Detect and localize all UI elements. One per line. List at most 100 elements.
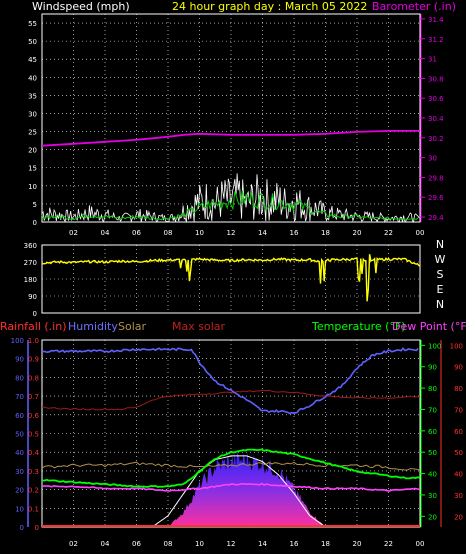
temperature-tick-label: 60	[428, 428, 437, 436]
rainfall-tick-label: 0.5	[28, 431, 39, 439]
wind-panel: 0 5 10 15 20 25 30 35 40 45 50 55 29.4 29.6 29.8 30 30.2…	[28, 13, 444, 237]
dew-point-line	[41, 482, 421, 492]
main-x-tick-label: 18	[321, 540, 330, 548]
wind-x-tick-label: 14	[258, 229, 267, 237]
dewpoint-tick-label: 50	[454, 449, 463, 457]
barometer-tick-label: 30.2	[428, 135, 444, 143]
main-x-tick-label: 10	[195, 540, 204, 548]
chart-title: 24 hour graph day : March 05 2022	[172, 0, 367, 13]
wind-x-tick-label: 08	[164, 229, 173, 237]
humidity-tick-label: 10	[15, 505, 24, 513]
main-x-tick-label: 14	[258, 540, 267, 548]
rainfall-tick-label: 0.3	[28, 468, 39, 476]
direction-tick-label: 0	[33, 310, 37, 318]
dewpoint-tick-label: 60	[454, 428, 463, 436]
wind-tick-label: 50	[28, 38, 37, 46]
wind-tick-label: 25	[28, 129, 37, 137]
legend-max-solar: Max solar	[172, 320, 225, 333]
main-x-tick-label: 08	[164, 540, 173, 548]
humidity-tick-label: 50	[15, 431, 24, 439]
temperature-tick-label: 80	[428, 385, 437, 393]
humidity-tick-label: 40	[15, 449, 24, 457]
solar-radiation-area	[168, 451, 326, 527]
rain-humidity-temperature-panel: 010203040506070809010000.10.20.30.40.50.…	[11, 337, 463, 548]
humidity-tick-label: 60	[15, 412, 24, 420]
wind-tick-label: 15	[28, 165, 37, 173]
wind-x-tick-label: 00	[416, 229, 425, 237]
wind-average-line	[41, 190, 419, 221]
direction-tick-label: 360	[24, 242, 37, 250]
wind-tick-label: 35	[28, 92, 37, 100]
wind-x-tick-label: 12	[227, 229, 236, 237]
temperature-tick-label: 20	[428, 513, 437, 521]
barometer-tick-label: 29.4	[428, 214, 444, 222]
max-solar-curve	[152, 455, 326, 528]
wind-tick-label: 20	[28, 147, 37, 155]
barometer-tick-label: 30.6	[428, 95, 444, 103]
humidity-tick-label: 0	[20, 524, 24, 532]
legend-temperature: Temperature (°F)	[311, 320, 406, 333]
rainfall-tick-label: 0.1	[28, 505, 39, 513]
compass-label: S	[437, 268, 444, 281]
wind-tick-label: 45	[28, 56, 37, 64]
max-solar-line	[41, 389, 421, 411]
wind-axis-label: Windspeed (mph)	[32, 0, 130, 13]
rainfall-tick-label: 0.9	[28, 356, 39, 364]
wind-x-tick-label: 16	[290, 229, 299, 237]
barometer-tick-label: 31.2	[428, 36, 444, 44]
wind-direction-line	[41, 254, 421, 302]
wind-x-tick-label: 22	[384, 229, 393, 237]
humidity-tick-label: 100	[11, 337, 24, 345]
compass-label: W	[435, 253, 446, 266]
rainfall-tick-label: 0.7	[28, 393, 39, 401]
legend-rainfall: Rainfall (.in)	[0, 320, 67, 333]
humidity-tick-label: 70	[15, 393, 24, 401]
main-x-tick-label: 06	[132, 540, 141, 548]
barometer-axis-label: Barometer (.in)	[372, 0, 456, 13]
barometer-tick-label: 30.4	[428, 115, 444, 123]
rainfall-tick-label: 0.8	[28, 374, 39, 382]
barometer-line	[41, 129, 420, 147]
wind-x-tick-label: 02	[69, 229, 78, 237]
dewpoint-tick-label: 70	[454, 406, 463, 414]
humidity-line	[41, 347, 419, 415]
dewpoint-tick-label: 80	[454, 385, 463, 393]
barometer-tick-label: 31.4	[428, 16, 444, 24]
temperature-tick-label: 50	[428, 449, 437, 457]
barometer-tick-label: 29.8	[428, 174, 444, 182]
main-x-tick-label: 16	[290, 540, 299, 548]
wind-tick-label: 55	[28, 20, 37, 28]
dewpoint-tick-label: 40	[454, 471, 463, 479]
wind-tick-label: 5	[33, 201, 37, 209]
rainfall-tick-label: 1.0	[28, 337, 39, 345]
main-x-tick-label: 02	[69, 540, 78, 548]
direction-tick-label: 90	[28, 293, 37, 301]
wind-tick-label: 0	[33, 219, 37, 227]
legend-humidity: Humidity	[68, 320, 118, 333]
dewpoint-tick-label: 90	[454, 364, 463, 372]
rainfall-tick-label: 0.2	[28, 487, 39, 495]
compass-label: N	[436, 238, 444, 251]
barometer-tick-label: 30.8	[428, 75, 444, 83]
legend-dew-point: Dew Point (°F)	[392, 320, 466, 333]
compass-label: N	[436, 298, 444, 311]
main-x-tick-label: 22	[384, 540, 393, 548]
temperature-tick-label: 40	[428, 471, 437, 479]
temperature-tick-label: 90	[428, 364, 437, 372]
barometer-tick-label: 30	[428, 155, 437, 163]
main-x-tick-label: 04	[101, 540, 110, 548]
rainfall-tick-label: 0	[35, 524, 39, 532]
humidity-tick-label: 20	[15, 487, 24, 495]
temperature-tick-label: 100	[428, 342, 441, 350]
humidity-tick-label: 30	[15, 468, 24, 476]
temperature-tick-label: 70	[428, 406, 437, 414]
rainfall-tick-label: 0.6	[28, 412, 40, 420]
main-x-tick-label: 20	[353, 540, 362, 548]
solar-line	[41, 461, 421, 471]
wind-x-tick-label: 20	[353, 229, 362, 237]
compass-label: E	[437, 283, 444, 296]
humidity-tick-label: 90	[15, 356, 24, 364]
dewpoint-tick-label: 100	[450, 342, 463, 350]
